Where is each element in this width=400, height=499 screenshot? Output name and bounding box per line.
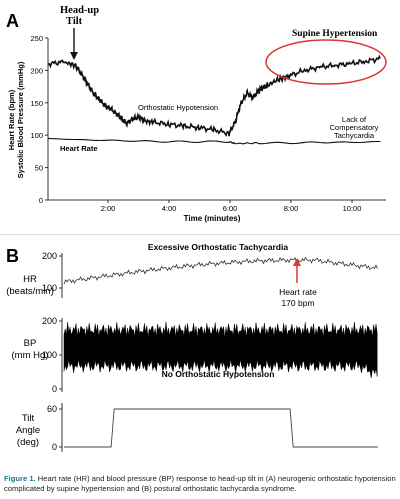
- hr-trace: [63, 256, 378, 285]
- bp-label-2: (mm Hg): [12, 350, 49, 361]
- head-up-arrowhead: [70, 52, 78, 60]
- hr-label-1: HR: [23, 274, 37, 285]
- panel-a-x-ticks: 2:00 4:00 6:00 8:00 10:00: [101, 200, 362, 213]
- panel-a-y-label-1: Heart Rate (bpm): [7, 89, 16, 150]
- bp-tick-label: 200: [42, 316, 57, 326]
- annotation-orthostatic-hypotension: Orthostatic Hypotension: [138, 103, 218, 112]
- panel-a-y-label-2: Systolic Blood Pressure (mmHg): [16, 61, 25, 178]
- panel-separator: [0, 234, 400, 235]
- supine-hypertension-highlight: [265, 39, 387, 85]
- panel-b: B Excessive Orthostatic Tachycardia HR (…: [6, 242, 378, 452]
- panel-a: A Head-up Tilt 250 200 150 100 50 0: [6, 5, 387, 223]
- x-tick-label: 4:00: [162, 204, 177, 213]
- heart-rate-line: [47, 137, 381, 145]
- annotation-lack-1: Lack of: [342, 115, 367, 124]
- x-tick-label: 10:00: [343, 204, 362, 213]
- bp-tick-label: 100: [42, 350, 57, 360]
- x-tick-label: 6:00: [223, 204, 238, 213]
- panel-a-y-ticks: 250 200 150 100 50 0: [30, 34, 48, 205]
- annotation-lack-2: Compensatory: [330, 123, 379, 132]
- y-tick-label: 200: [30, 66, 43, 75]
- caption-text: Heart rate (HR) and blood pressure (BP) …: [4, 474, 396, 493]
- head-up-label-2: Tilt: [66, 16, 83, 27]
- annotation-heart-rate: Heart Rate: [60, 144, 98, 153]
- annotation-no-orthostatic-hypotension: No Orthostatic Hypotension: [162, 369, 275, 379]
- head-up-label-1: Head-up: [60, 5, 99, 16]
- annotation-excessive-tachycardia: Excessive Orthostatic Tachycardia: [148, 242, 288, 252]
- x-tick-label: 8:00: [284, 204, 299, 213]
- tilt-label-3: (deg): [17, 437, 39, 448]
- y-tick-label: 50: [35, 164, 43, 173]
- annotation-supine-hypertension: Supine Hypertension: [292, 29, 378, 39]
- hr-tick-label: 200: [42, 251, 57, 261]
- y-tick-label: 0: [39, 196, 43, 205]
- hr-label-2: (beats/min): [6, 286, 54, 297]
- annotation-hr-peak-2: 170 bpm: [281, 298, 314, 308]
- panel-a-x-label: Time (minutes): [184, 214, 241, 223]
- y-tick-label: 100: [30, 131, 43, 140]
- tilt-tick-label: 60: [47, 404, 57, 414]
- tilt-label-2: Angle: [16, 425, 40, 436]
- annotation-lack-3: Tachycardia: [334, 131, 375, 140]
- hr-tick-label: 100: [42, 283, 57, 293]
- y-tick-label: 250: [30, 34, 43, 43]
- hr-peak-arrowhead: [293, 258, 301, 266]
- x-tick-label: 2:00: [101, 204, 116, 213]
- y-tick-label: 150: [30, 99, 43, 108]
- tilt-trace: [64, 408, 378, 448]
- figure-caption: Figure 1. Heart rate (HR) and blood pres…: [4, 474, 398, 494]
- figure-svg: A Head-up Tilt 250 200 150 100 50 0: [6, 5, 387, 452]
- panel-a-letter: A: [6, 11, 19, 31]
- bp-tick-label: 0: [52, 384, 57, 394]
- tilt-label-1: Tilt: [22, 413, 35, 424]
- bp-trace: [63, 321, 378, 379]
- panel-b-letter: B: [6, 246, 19, 266]
- systolic-bp-line: [48, 54, 381, 138]
- tilt-tick-label: 0: [52, 442, 57, 452]
- caption-label: Figure 1.: [4, 474, 36, 483]
- annotation-hr-peak-1: Heart rate: [279, 287, 317, 297]
- bp-label-1: BP: [24, 338, 37, 349]
